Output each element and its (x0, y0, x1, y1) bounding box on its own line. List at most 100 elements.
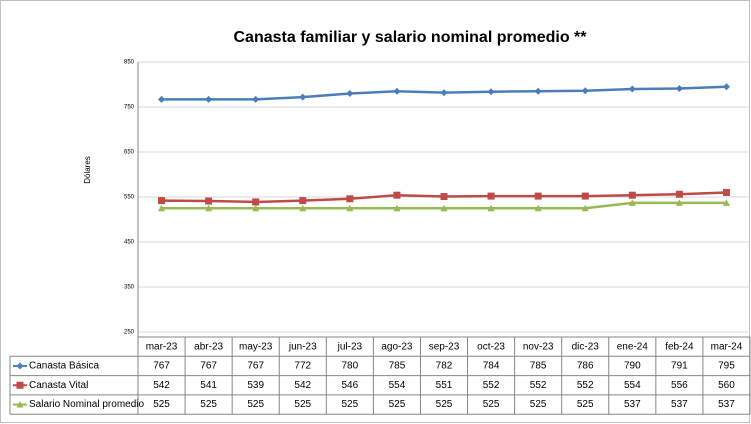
point (675, 199, 683, 206)
table-value: 785 (530, 361, 547, 372)
point (16, 362, 24, 370)
point (534, 204, 542, 212)
point (628, 199, 636, 206)
table-value: 786 (577, 361, 594, 372)
point (252, 204, 260, 212)
point (487, 192, 495, 200)
table-value: 782 (436, 361, 453, 372)
point (205, 95, 213, 103)
table-value: 556 (671, 380, 688, 391)
point (440, 193, 448, 201)
point (16, 401, 24, 408)
table-value: 537 (671, 399, 688, 410)
table-value: 767 (247, 361, 264, 372)
x-tick-label: ene-24 (617, 341, 649, 352)
x-tick-label: oct-23 (477, 341, 505, 352)
table-value: 780 (342, 361, 359, 372)
point (393, 191, 401, 199)
table-value: 790 (624, 361, 641, 372)
table-value: 525 (530, 399, 547, 410)
point (299, 93, 307, 101)
x-tick-label: jun-23 (288, 341, 317, 352)
table-value: 541 (200, 380, 217, 391)
point (722, 83, 730, 91)
point (205, 197, 213, 205)
point (346, 204, 354, 212)
table-value: 546 (342, 380, 359, 391)
table-value: 525 (577, 399, 594, 410)
y-tick-label: 850 (124, 60, 135, 66)
point (628, 85, 636, 93)
table-value: 552 (577, 380, 594, 391)
table-value: 767 (200, 361, 217, 372)
point (158, 95, 166, 103)
table-value: 551 (436, 380, 453, 391)
table-value: 542 (294, 380, 311, 391)
y-tick-label: 550 (124, 195, 135, 201)
table-value: 537 (624, 399, 641, 410)
point (346, 90, 354, 97)
point (675, 85, 683, 93)
point (534, 87, 542, 95)
x-tick-label: mar-23 (146, 341, 178, 352)
table-value: 791 (671, 361, 688, 372)
x-tick-label: nov-23 (523, 341, 554, 352)
point (581, 192, 589, 200)
point (581, 87, 589, 95)
x-tick-label: ago-23 (381, 341, 413, 352)
y-axis-label: Dólares (83, 156, 92, 184)
table-value: 542 (153, 380, 170, 391)
point (581, 204, 589, 212)
point (487, 88, 495, 96)
point (393, 204, 401, 212)
table-value: 525 (247, 399, 264, 410)
x-tick-label: jul-23 (337, 341, 363, 352)
table-value: 795 (718, 361, 735, 372)
table-value: 525 (389, 399, 406, 410)
table-value: 525 (200, 399, 217, 410)
point (534, 192, 542, 200)
y-tick-label: 250 (124, 330, 135, 336)
point (252, 95, 260, 103)
table-value: 772 (294, 361, 311, 372)
point (487, 204, 495, 212)
table-value: 525 (153, 399, 170, 410)
point (440, 204, 448, 212)
y-tick-label: 650 (124, 150, 135, 156)
table-value: 539 (247, 380, 264, 391)
y-tick-label: 350 (124, 285, 135, 291)
table-value: 554 (624, 380, 641, 391)
table-value: 525 (436, 399, 453, 410)
x-tick-label: sep-23 (429, 341, 460, 352)
y-tick-label: 750 (124, 105, 135, 111)
table-value: 552 (483, 380, 500, 391)
point (158, 197, 166, 205)
table-value: 767 (153, 361, 170, 372)
x-tick-label: dic-23 (572, 341, 600, 352)
table-value: 552 (530, 380, 547, 391)
point (205, 204, 213, 212)
x-tick-label: feb-24 (665, 341, 694, 352)
point (440, 89, 448, 97)
point (299, 204, 307, 212)
table-value: 525 (342, 399, 359, 410)
x-tick-label: mar-24 (711, 341, 743, 352)
legend-label: Salario Nominal promedio (29, 399, 144, 410)
x-tick-label: abr-23 (194, 341, 223, 352)
point (346, 195, 354, 203)
point (628, 191, 636, 199)
table-value: 537 (718, 399, 735, 410)
legend-label: Canasta Vital (29, 380, 88, 391)
point (299, 197, 307, 205)
point (722, 189, 730, 196)
chart-title: Canasta familiar y salario nominal prome… (234, 29, 588, 46)
point (722, 199, 730, 206)
table-value: 525 (294, 399, 311, 410)
legend-label: Canasta Básica (29, 361, 99, 372)
point (16, 381, 24, 389)
table-value: 784 (483, 361, 500, 372)
point (252, 198, 260, 206)
x-tick-label: may-23 (239, 341, 273, 352)
